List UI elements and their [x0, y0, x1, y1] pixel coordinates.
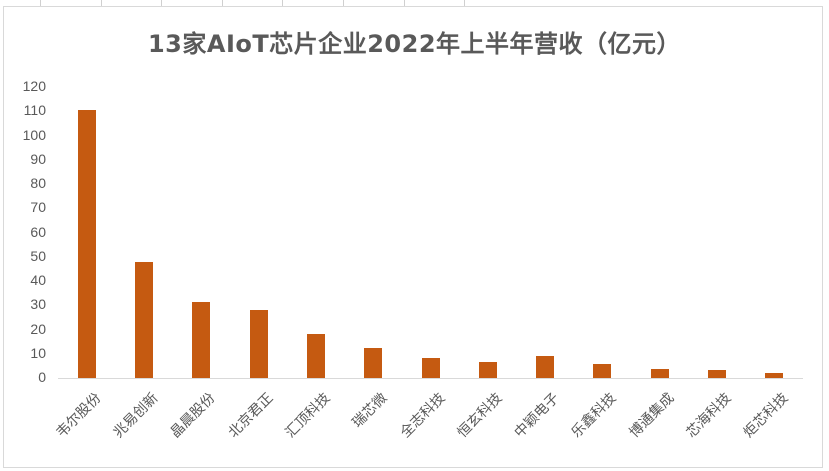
sheet-gridline — [161, 0, 162, 6]
bar[interactable] — [650, 369, 669, 378]
sheet-gridline — [40, 0, 41, 6]
sheet-gridline — [222, 0, 223, 6]
bar[interactable] — [765, 372, 784, 378]
x-axis-line — [58, 378, 803, 379]
chart-frame — [3, 6, 823, 468]
bar[interactable] — [192, 302, 211, 378]
bar[interactable] — [478, 362, 497, 378]
bar[interactable] — [593, 363, 612, 378]
bar[interactable] — [77, 110, 96, 378]
y-tick-label: 90 — [30, 150, 46, 167]
sheet-gridline — [404, 0, 405, 6]
bar[interactable] — [364, 347, 383, 378]
y-tick-label: 100 — [22, 126, 46, 143]
sheet-gridline — [464, 0, 465, 6]
y-tick-label: 0 — [38, 369, 46, 385]
bar[interactable] — [134, 262, 153, 378]
sheet-gridline — [101, 0, 102, 6]
y-tick-label: 80 — [30, 175, 46, 191]
y-tick-label: 60 — [30, 223, 46, 240]
plot-area — [58, 87, 803, 378]
y-tick-label: 20 — [30, 320, 46, 337]
bar[interactable] — [249, 310, 268, 378]
chart-title: 13家AIoT芯片企业2022年上半年营收（亿元） — [147, 30, 682, 58]
y-tick-label: 50 — [30, 247, 46, 264]
y-tick-label: 40 — [30, 272, 46, 288]
y-tick-label: 110 — [23, 102, 46, 119]
sheet-gridline — [282, 0, 283, 6]
bar[interactable] — [536, 356, 555, 378]
bar[interactable] — [306, 334, 325, 378]
sheet-gridline — [343, 0, 344, 6]
y-tick-label: 70 — [30, 199, 46, 216]
bar[interactable] — [421, 358, 440, 378]
y-tick-label: 30 — [30, 296, 46, 313]
y-tick-label: 10 — [30, 344, 46, 361]
y-tick-label: 120 — [22, 78, 46, 94]
bar[interactable] — [708, 370, 727, 378]
